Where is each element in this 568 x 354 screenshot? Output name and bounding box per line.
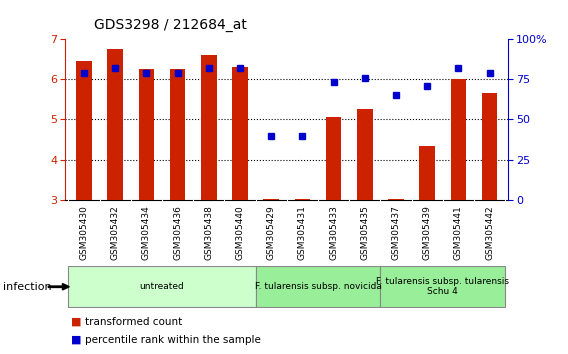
Bar (381, 266, 506, 307)
Text: transformed count: transformed count (85, 317, 182, 327)
Text: GSM305438: GSM305438 (204, 205, 214, 260)
Text: GSM305442: GSM305442 (485, 205, 494, 260)
Bar (107, 49, 123, 200)
Text: GSM305435: GSM305435 (360, 205, 369, 260)
Text: GSM305432: GSM305432 (111, 205, 120, 260)
Text: GSM305441: GSM305441 (454, 205, 463, 260)
Text: percentile rank within the sample: percentile rank within the sample (85, 335, 261, 345)
Text: F. tularensis subsp. tularensis
Schu 4: F. tularensis subsp. tularensis Schu 4 (377, 277, 509, 296)
Bar (201, 55, 216, 200)
Text: GSM305430: GSM305430 (80, 205, 89, 260)
Text: GSM305433: GSM305433 (329, 205, 338, 260)
Bar (264, 199, 279, 200)
Bar (326, 118, 341, 200)
Text: GSM305437: GSM305437 (391, 205, 400, 260)
Text: F. tularensis subsp. novicida: F. tularensis subsp. novicida (254, 282, 382, 291)
Bar (139, 69, 154, 200)
Text: GDS3298 / 212684_at: GDS3298 / 212684_at (94, 18, 247, 32)
Bar (76, 61, 92, 200)
Bar (419, 145, 435, 200)
Text: ■: ■ (71, 335, 81, 345)
Text: GSM305439: GSM305439 (423, 205, 432, 260)
Text: untreated: untreated (140, 282, 185, 291)
Bar (450, 79, 466, 200)
Text: GSM305431: GSM305431 (298, 205, 307, 260)
Bar (357, 109, 373, 200)
Bar (232, 67, 248, 200)
Bar (68, 266, 256, 307)
Bar (256, 266, 381, 307)
Bar (389, 199, 404, 200)
Text: GSM305429: GSM305429 (267, 205, 275, 260)
Text: GSM305434: GSM305434 (142, 205, 151, 260)
Text: GSM305440: GSM305440 (236, 205, 245, 260)
Bar (482, 93, 498, 200)
Text: infection: infection (3, 282, 52, 292)
Bar (170, 69, 185, 200)
Text: GSM305436: GSM305436 (173, 205, 182, 260)
Bar (295, 199, 310, 200)
Text: ■: ■ (71, 317, 81, 327)
